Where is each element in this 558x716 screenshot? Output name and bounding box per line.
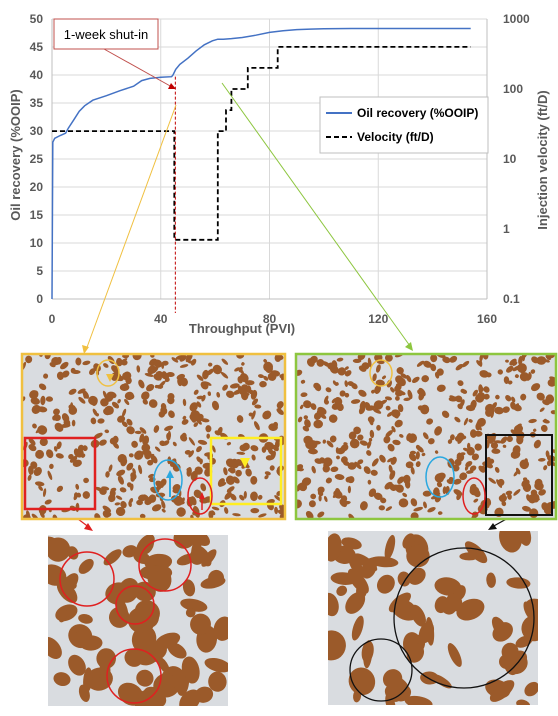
oil-blob <box>376 425 381 431</box>
y-tick-label-3: 15 <box>30 208 44 222</box>
y-tick-label-1: 5 <box>36 264 43 278</box>
legend-label-oil: Oil recovery (%OOIP) <box>357 106 478 120</box>
y-tick-label-7: 35 <box>30 96 44 110</box>
y-tick-label-2: 10 <box>30 236 44 250</box>
legend: Oil recovery (%OOIP) Velocity (ft/D) <box>320 97 488 153</box>
legend-label-velocity: Velocity (ft/D) <box>357 130 434 144</box>
y-tick-label-6: 30 <box>30 124 44 138</box>
x-axis-label: Throughput (PVI) <box>189 321 295 336</box>
shut-in-callout-text: 1-week shut-in <box>64 27 149 42</box>
oil-blob <box>51 357 60 365</box>
y-tick-labels: 0 5 10 15 20 25 30 35 40 45 50 <box>30 12 44 306</box>
zoom-image-after <box>316 521 554 711</box>
micromodel-image-after <box>291 350 558 523</box>
y-tick-label-10: 50 <box>30 12 44 26</box>
y2-tick-labels: 0.1 1 10 100 1000 <box>503 12 530 306</box>
y2-axis-label: Injection velocity (ft/D) <box>535 90 550 229</box>
y-tick-label-5: 25 <box>30 152 44 166</box>
y2-tick-label-3: 100 <box>503 82 523 96</box>
connector-orange-head <box>82 345 89 354</box>
y2-tick-label-0: 0.1 <box>503 292 520 306</box>
y-tick-label-9: 45 <box>30 40 44 54</box>
y-tick-label-8: 40 <box>30 68 44 82</box>
x-tick-label-4: 160 <box>477 312 497 326</box>
oil-blob <box>250 508 259 513</box>
oil-blob <box>206 434 210 439</box>
x-tick-label-3: 120 <box>368 312 388 326</box>
oil-blob <box>467 443 470 450</box>
oil-blob <box>245 380 254 385</box>
oil-blob <box>350 439 360 449</box>
y-tick-label-0: 0 <box>36 292 43 306</box>
micromodel-image-before <box>19 349 288 522</box>
oil-blob <box>125 377 131 384</box>
oil-blob <box>157 385 164 389</box>
y2-tick-label-1: 1 <box>503 222 510 236</box>
connector-black-zoom-head <box>488 523 497 530</box>
y-tick-label-4: 20 <box>30 180 44 194</box>
x-tick-label-1: 40 <box>154 312 168 326</box>
connector-green-head <box>405 342 413 351</box>
oil-blob <box>420 405 429 415</box>
x-tick-label-0: 0 <box>49 312 56 326</box>
y-axis-label: Oil recovery (%OOIP) <box>8 89 23 221</box>
oil-blob <box>460 452 465 455</box>
y2-tick-label-4: 1000 <box>503 12 530 26</box>
y2-tick-label-2: 10 <box>503 152 517 166</box>
zoom-image-before <box>38 521 237 711</box>
